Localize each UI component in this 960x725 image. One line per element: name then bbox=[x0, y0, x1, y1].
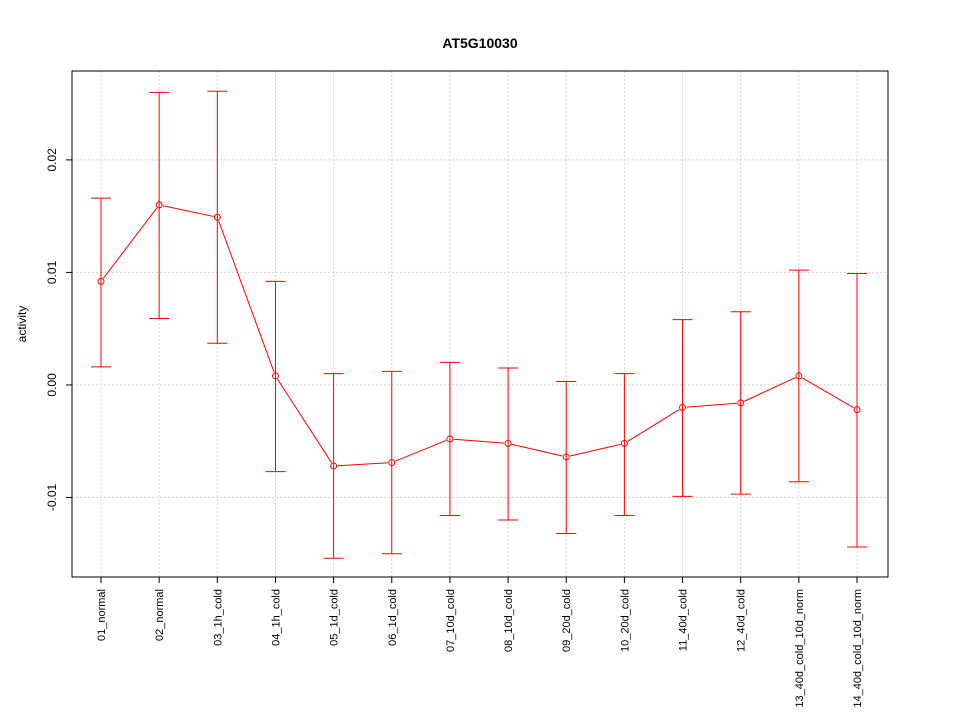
x-tick-label: 09_20d_cold bbox=[561, 589, 573, 652]
x-tick-label: 11_40d_cold bbox=[678, 589, 690, 651]
x-tick-label: 08_10d_cold bbox=[503, 589, 515, 652]
data-point bbox=[271, 372, 279, 380]
x-tick-label: 06_1d_cold bbox=[387, 589, 399, 646]
data-point bbox=[562, 453, 570, 461]
series-line-segment bbox=[162, 205, 214, 217]
data-point bbox=[155, 201, 163, 209]
data-point bbox=[388, 459, 396, 467]
data-point bbox=[213, 213, 221, 221]
data-point bbox=[795, 372, 803, 380]
series-line-segment bbox=[511, 443, 563, 457]
series-line-segment bbox=[570, 443, 621, 457]
x-tick-label: 03_1h_cold bbox=[212, 589, 224, 646]
axes: -0.01 0.00 0.01 0.02 01_normal 02_normal 03_1h… bbox=[45, 148, 864, 708]
data-point bbox=[853, 406, 861, 414]
x-tick-label: 04_1h_cold bbox=[270, 589, 282, 646]
grid bbox=[72, 71, 888, 577]
y-axis-label: activity bbox=[15, 306, 29, 343]
y-tick-label: 0.01 bbox=[45, 260, 59, 284]
series-line-segment bbox=[218, 220, 275, 373]
x-tick-label: 07_10d_cold bbox=[445, 589, 457, 652]
data-point bbox=[330, 462, 338, 470]
y-tick-label: 0.00 bbox=[45, 373, 59, 397]
series-line-segment bbox=[103, 207, 158, 279]
x-tick-label: 02_normal bbox=[154, 589, 166, 641]
chart-title: AT5G10030 bbox=[442, 35, 517, 51]
data-point bbox=[620, 439, 628, 447]
series-line-segment bbox=[686, 402, 737, 408]
y-tick-label: -0.01 bbox=[45, 483, 59, 511]
data-point bbox=[97, 277, 105, 285]
y-tick-label: 0.02 bbox=[45, 148, 59, 172]
x-tick-label: 05_1d_cold bbox=[329, 589, 341, 646]
data-point bbox=[679, 403, 687, 411]
series-line-segment bbox=[802, 377, 854, 409]
series-line-segment bbox=[337, 462, 388, 467]
x-tick-label: 10_20d_cold bbox=[619, 589, 631, 652]
data-point bbox=[446, 435, 454, 443]
series-line-segment bbox=[277, 379, 332, 463]
data-point bbox=[737, 399, 745, 407]
x-tick-label: 13_40d_cold_10d_norm bbox=[794, 589, 806, 708]
series-line-segment bbox=[395, 439, 447, 462]
series-line-segment bbox=[453, 438, 505, 444]
series-line-segment bbox=[627, 409, 680, 442]
marks bbox=[91, 90, 867, 559]
x-tick-label: 14_40d_cold_10d_norm bbox=[852, 589, 864, 708]
series-line-segment bbox=[744, 377, 796, 402]
data-point bbox=[504, 439, 512, 447]
plot-frame bbox=[71, 70, 889, 578]
x-tick-label: 12_40d_cold bbox=[736, 589, 748, 652]
x-tick-label: 01_normal bbox=[96, 589, 108, 641]
